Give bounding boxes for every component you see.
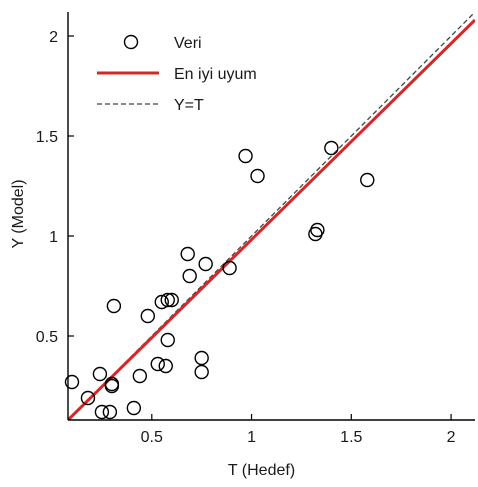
y-axis-title: Y (Model) (10, 179, 27, 248)
data-point (150, 356, 165, 372)
data-point (158, 358, 173, 374)
x-tick-label: 0.5 (141, 429, 163, 446)
data-point (94, 404, 110, 420)
data-point (140, 308, 156, 324)
data-point (104, 376, 120, 392)
x-axis-title: T (Hedef) (228, 462, 295, 479)
data-point (182, 268, 197, 284)
data-point (222, 260, 237, 276)
data-point (132, 368, 148, 384)
data-point (324, 140, 339, 156)
data-point (194, 350, 209, 366)
data-point (64, 374, 80, 390)
y-tick-label: 1.5 (36, 129, 58, 146)
x-tick-label: 1.5 (340, 429, 362, 446)
data-point (180, 246, 195, 262)
data-point (92, 366, 108, 382)
y-tick-label: 1 (49, 229, 58, 246)
data-point (238, 148, 253, 164)
data-point (310, 222, 325, 238)
data-point (154, 294, 169, 310)
data-point (194, 364, 209, 380)
data-point (160, 332, 175, 348)
axes: 0.5 1 1.5 2 0.5 1 1.5 2 T (Hedef) Y (Model) (10, 12, 475, 479)
data-point (102, 404, 118, 420)
x-tick-label: 1 (247, 429, 256, 446)
legend-label-reference: Y=T (174, 97, 204, 114)
legend-label-fit: En iyi uyum (174, 66, 257, 83)
legend-marker-data (123, 34, 139, 50)
best-fit-line (68, 18, 475, 420)
x-tick-label: 2 (447, 429, 456, 446)
y-tick-label: 2 (49, 29, 58, 46)
data-point (164, 292, 179, 308)
legend: Veri En iyi uyum Y=T (97, 34, 257, 114)
data-point (198, 256, 213, 272)
data-point (80, 390, 96, 406)
data-point (106, 298, 122, 314)
legend-label-data: Veri (174, 35, 202, 52)
y-tick-label: 0.5 (36, 329, 58, 346)
data-point (126, 400, 142, 416)
plot-layer (64, 12, 475, 420)
data-point (250, 168, 265, 184)
data-point (160, 292, 175, 308)
data-point (360, 172, 375, 188)
